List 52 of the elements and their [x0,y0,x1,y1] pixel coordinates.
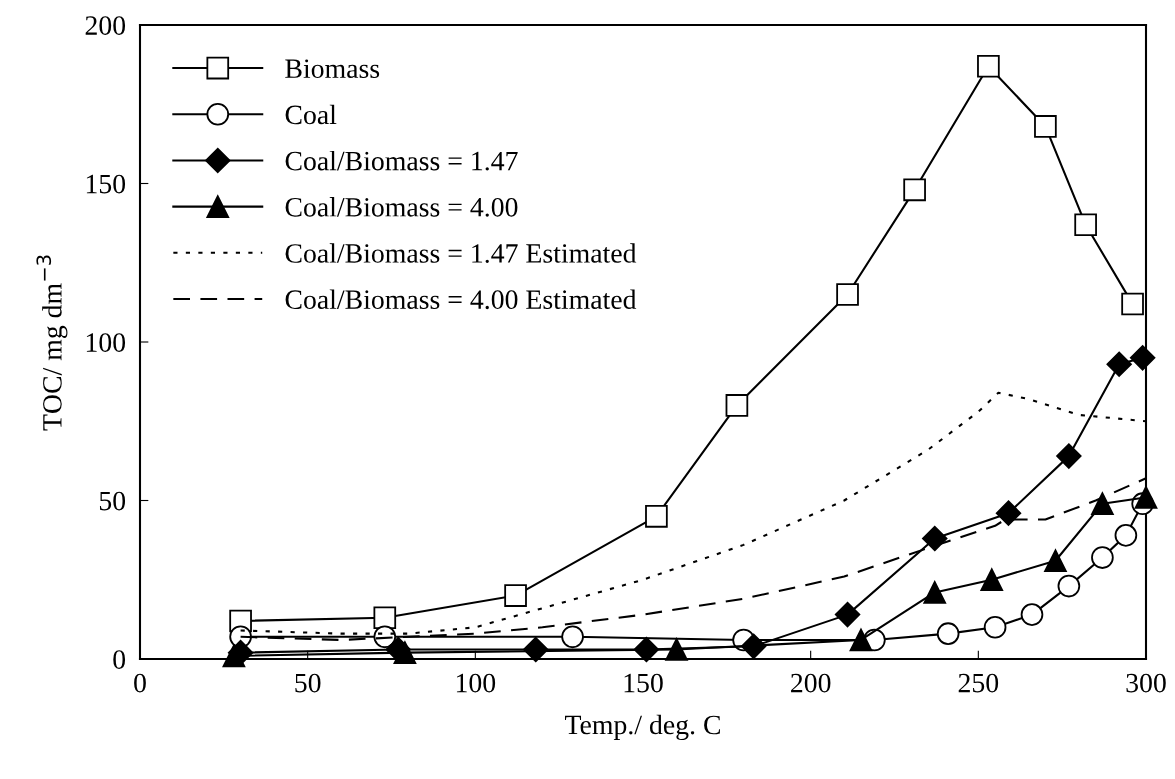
point [222,644,246,668]
point [393,641,417,664]
y-tick-label: 150 [86,174,126,194]
y-tick-label: 0 [113,650,126,669]
point [1044,549,1067,573]
point [645,505,668,528]
point [725,394,749,417]
point [1074,213,1097,237]
point [983,615,1007,639]
x-tick-label: 250 [958,673,999,693]
x-tick-label: 200 [791,673,831,693]
point [903,178,926,202]
point [665,638,688,661]
point [1034,115,1057,138]
point [995,500,1022,526]
point [849,628,873,652]
legend-label: Coal/Biomass = 1.47 Estimated [285,243,637,263]
y-tick-label: 200 [85,16,126,35]
point [923,581,947,604]
point [836,283,859,306]
point [561,625,584,649]
point [1106,351,1132,377]
point [980,568,1004,592]
x-tick-label: 100 [456,673,496,693]
point [1020,603,1044,626]
y-tick-label: 100 [86,333,126,352]
legend-label: Coal/Biomass = 4.00 Estimated [285,289,637,310]
point [1121,292,1144,316]
x-tick-label: 50 [295,673,321,693]
point [1129,345,1156,371]
legend-label: Biomass [285,59,380,79]
point [1056,443,1082,469]
x-tick-label: 300 [1126,673,1166,693]
y-tick-label: 50 [99,491,126,511]
point [922,525,948,552]
legend-label: Coal/Biomass = 4.00 [285,197,518,217]
point [1134,486,1158,509]
x-tick-label: 0 [134,673,146,693]
x-axis-title: Temp./ deg. C [565,714,720,741]
legend-label: Coal/Biomass = 1.47 [285,150,518,171]
legend-label: Coal [285,104,337,125]
point [977,54,1000,78]
point [1091,546,1114,569]
point [1057,574,1081,598]
point [373,606,397,630]
y-axis-title: TOC/ mg dm$^{−3}$ [36,255,68,431]
point [1114,524,1138,547]
point [936,622,960,645]
point [834,601,861,628]
point [1091,492,1114,515]
point [504,584,527,607]
x-tick-label: 150 [624,673,663,693]
